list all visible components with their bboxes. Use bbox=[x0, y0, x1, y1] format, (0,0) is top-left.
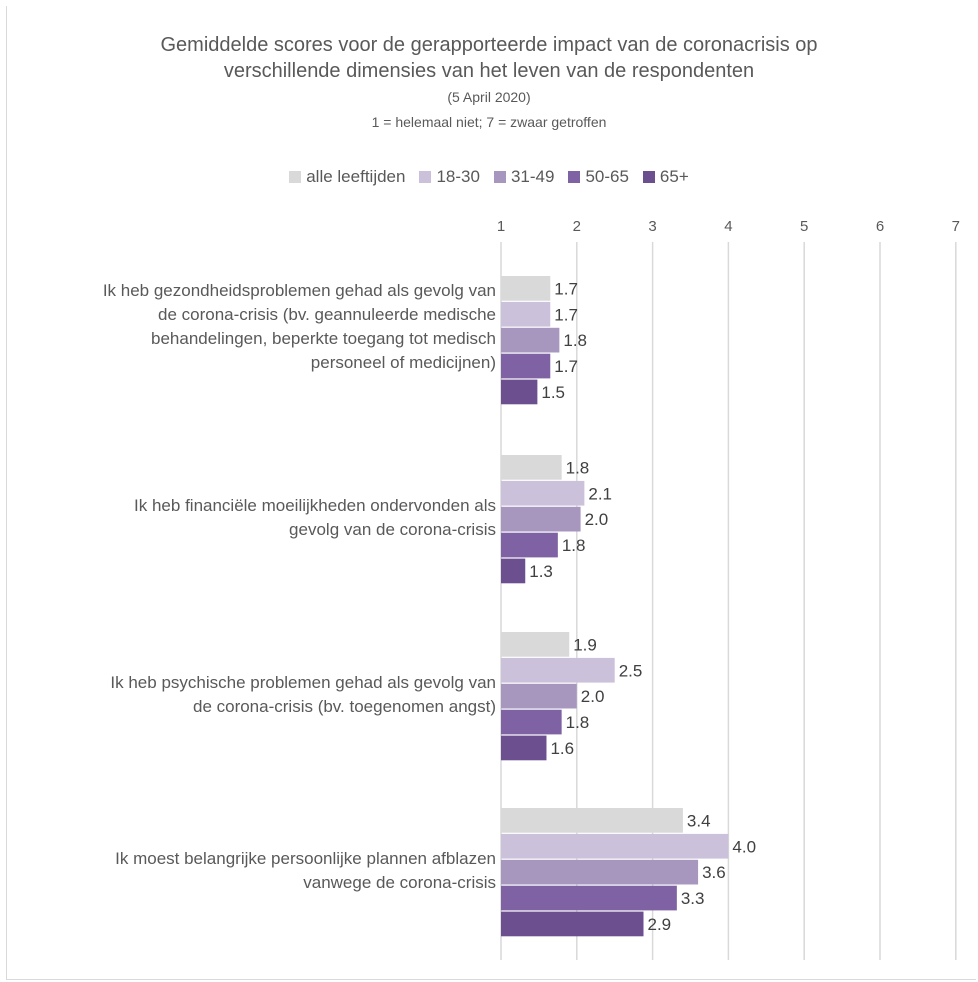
bar-0-2 bbox=[501, 327, 560, 353]
legend-item-0: alle leeftijden bbox=[289, 167, 405, 187]
legend-label-3: 50-65 bbox=[585, 167, 629, 186]
bar-1-3 bbox=[501, 532, 558, 558]
chart-title-line-2: verschillende dimensies van het leven va… bbox=[223, 60, 755, 82]
data-label-1-4: 1.3 bbox=[529, 562, 553, 581]
legend-label-4: 65+ bbox=[659, 167, 689, 186]
data-label-0-3: 1.7 bbox=[554, 357, 578, 376]
category-label-line: Ik heb gezondheidsproblemen gehad als ge… bbox=[102, 281, 496, 300]
bar-0-1 bbox=[501, 301, 551, 327]
bar-2-2 bbox=[501, 683, 577, 709]
legend-label-2: 31-49 bbox=[510, 167, 555, 186]
data-label-2-4: 1.6 bbox=[550, 739, 574, 758]
bar-1-1 bbox=[501, 480, 585, 506]
legend-item-4: 65+ bbox=[642, 167, 689, 187]
data-label-3-4: 2.9 bbox=[648, 915, 672, 934]
data-label-3-3: 3.3 bbox=[681, 889, 705, 908]
legend-item-2: 31-49 bbox=[493, 167, 555, 187]
x-tick-label-2: 2 bbox=[573, 218, 581, 235]
bar-3-2 bbox=[501, 859, 699, 885]
category-label-financial: Ik heb financiële moeilijkheden ondervon… bbox=[14, 494, 496, 542]
x-tick-label-6: 6 bbox=[876, 218, 884, 235]
category-label-line: de corona-crisis (bv. geannuleerde medis… bbox=[158, 305, 496, 324]
bar-2-3 bbox=[501, 709, 562, 735]
category-label-line: de corona-crisis (bv. toegenomen angst) bbox=[192, 697, 496, 716]
category-label-line: gevolg van de corona-crisis bbox=[289, 520, 496, 539]
x-tick-label-7: 7 bbox=[952, 218, 960, 235]
category-label-line: Ik heb psychische problemen gehad als ge… bbox=[110, 673, 496, 692]
category-label-line: behandelingen, beperkte toegang tot medi… bbox=[151, 329, 496, 348]
bar-2-0 bbox=[501, 632, 570, 657]
chart-frame bbox=[6, 6, 976, 980]
bar-0-0 bbox=[501, 276, 551, 301]
chart-legend: alle leeftijden 18-30 31-49 50-65 65+ bbox=[0, 167, 978, 187]
category-label-line: Ik heb financiële moeilijkheden ondervon… bbox=[134, 496, 496, 515]
data-label-0-0: 1.7 bbox=[554, 279, 578, 298]
category-label-line: personeel of medicijnen) bbox=[310, 353, 496, 372]
legend-swatch-2 bbox=[493, 171, 506, 183]
category-label-line: vanwege de corona-crisis bbox=[303, 873, 496, 892]
legend-label-0: alle leeftijden bbox=[306, 167, 406, 186]
bar-3-1 bbox=[501, 833, 729, 859]
data-label-1-3: 1.8 bbox=[562, 536, 586, 555]
chart-scale-note: 1 = helemaal niet; 7 = zwaar getroffen bbox=[371, 114, 607, 130]
data-label-1-1: 2.1 bbox=[588, 484, 612, 503]
x-tick-label-5: 5 bbox=[800, 218, 808, 235]
legend-swatch-1 bbox=[419, 171, 432, 183]
x-tick-label-1: 1 bbox=[497, 218, 505, 235]
bar-1-0 bbox=[501, 455, 562, 480]
data-label-1-0: 1.8 bbox=[566, 458, 590, 477]
data-label-3-1: 4.0 bbox=[732, 837, 756, 856]
category-label-plans: Ik moest belangrijke persoonlijke planne… bbox=[14, 847, 496, 895]
bar-0-4 bbox=[501, 379, 538, 405]
category-label-line: Ik moest belangrijke persoonlijke planne… bbox=[115, 849, 496, 868]
bar-1-2 bbox=[501, 506, 581, 532]
data-label-2-3: 1.8 bbox=[566, 713, 590, 732]
bar-3-0 bbox=[501, 808, 683, 833]
bar-0-3 bbox=[501, 353, 551, 379]
data-label-3-2: 3.6 bbox=[702, 863, 726, 882]
data-label-3-0: 3.4 bbox=[687, 811, 711, 830]
bar-1-4 bbox=[501, 558, 526, 584]
chart-title-line-1: Gemiddelde scores voor de gerapporteerde… bbox=[160, 34, 818, 56]
legend-item-1: 18-30 bbox=[419, 167, 480, 187]
data-label-2-2: 2.0 bbox=[581, 687, 605, 706]
x-tick-label-4: 4 bbox=[724, 218, 732, 235]
category-label-health: Ik heb gezondheidsproblemen gehad als ge… bbox=[14, 279, 496, 375]
chart-subtitle: (5 April 2020) bbox=[447, 89, 531, 105]
bar-3-3 bbox=[501, 885, 677, 911]
legend-swatch-3 bbox=[568, 171, 581, 183]
legend-label-1: 18-30 bbox=[436, 167, 480, 186]
legend-swatch-4 bbox=[642, 171, 655, 183]
data-label-0-1: 1.7 bbox=[554, 305, 578, 324]
legend-item-3: 50-65 bbox=[568, 167, 629, 187]
legend-swatch-0 bbox=[289, 171, 302, 183]
data-label-0-4: 1.5 bbox=[541, 383, 565, 402]
x-tick-label-3: 3 bbox=[648, 218, 656, 235]
data-label-2-0: 1.9 bbox=[573, 635, 597, 654]
bar-2-4 bbox=[501, 735, 547, 761]
category-label-psychological: Ik heb psychische problemen gehad als ge… bbox=[14, 671, 496, 719]
data-label-0-2: 1.8 bbox=[563, 331, 587, 350]
bar-3-4 bbox=[501, 911, 644, 937]
data-label-2-1: 2.5 bbox=[619, 661, 643, 680]
bar-2-1 bbox=[501, 657, 615, 683]
data-label-1-2: 2.0 bbox=[585, 510, 609, 529]
